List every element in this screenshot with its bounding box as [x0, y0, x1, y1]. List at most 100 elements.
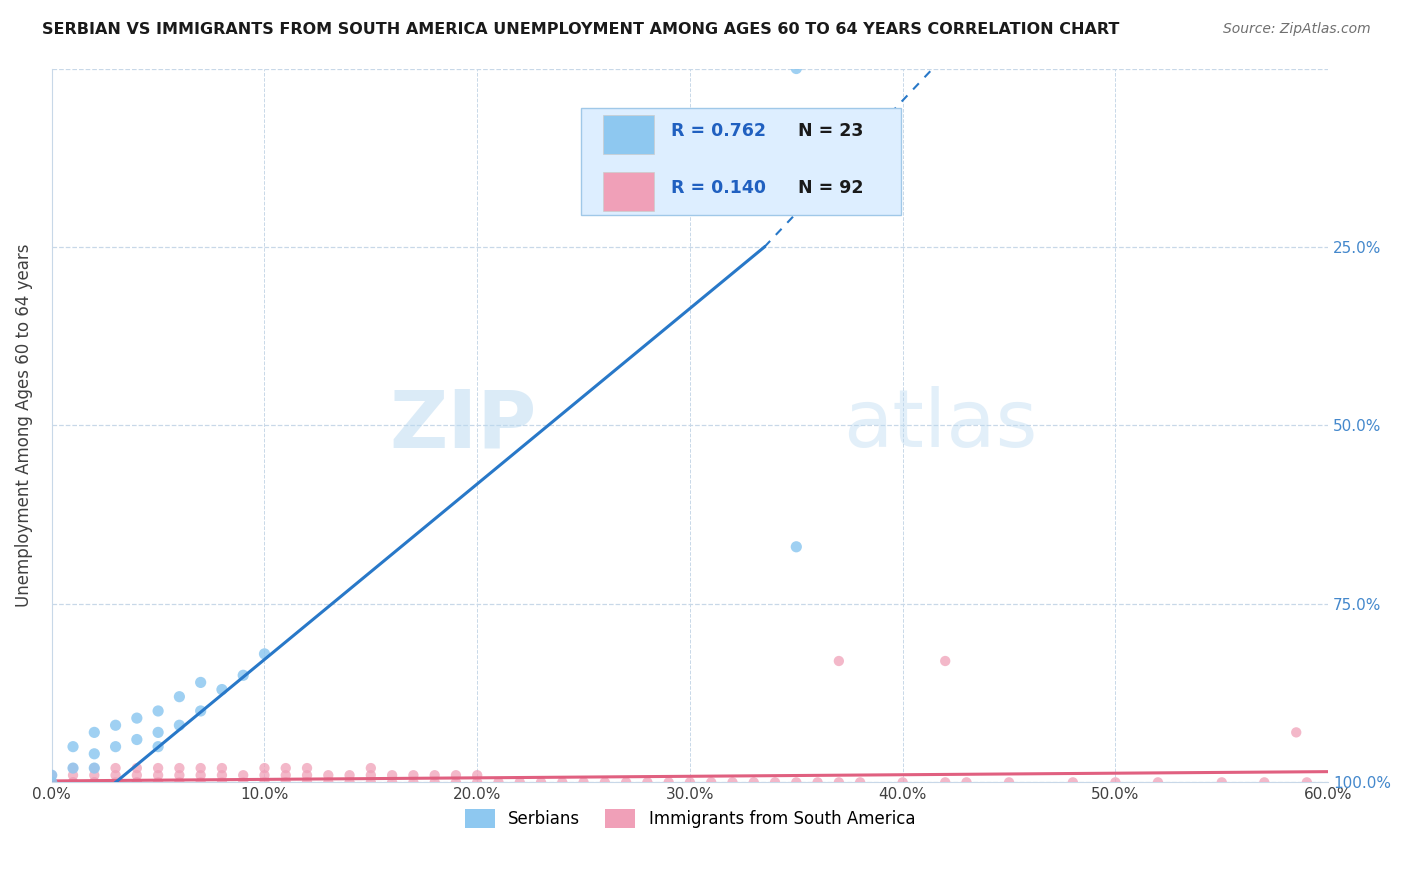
Point	[891, 775, 914, 789]
Text: N = 92: N = 92	[799, 179, 863, 197]
Text: atlas: atlas	[844, 386, 1038, 465]
Point	[190, 768, 212, 782]
Point	[62, 775, 84, 789]
Point	[1062, 775, 1084, 789]
Point	[146, 768, 169, 782]
Point	[190, 704, 212, 718]
Point	[1295, 775, 1317, 789]
Point	[146, 704, 169, 718]
Text: SERBIAN VS IMMIGRANTS FROM SOUTH AMERICA UNEMPLOYMENT AMONG AGES 60 TO 64 YEARS : SERBIAN VS IMMIGRANTS FROM SOUTH AMERICA…	[42, 22, 1119, 37]
Point	[295, 768, 318, 782]
Point	[62, 739, 84, 754]
Text: R = 0.762: R = 0.762	[671, 122, 766, 140]
Point	[232, 668, 254, 682]
Point	[998, 775, 1021, 789]
Y-axis label: Unemployment Among Ages 60 to 64 years: Unemployment Among Ages 60 to 64 years	[15, 244, 32, 607]
Point	[62, 761, 84, 775]
Point	[146, 739, 169, 754]
Point	[339, 768, 361, 782]
Point	[614, 775, 637, 789]
Point	[253, 768, 276, 782]
Point	[125, 775, 148, 789]
Point	[763, 775, 786, 789]
Point	[83, 768, 105, 782]
FancyBboxPatch shape	[603, 172, 654, 211]
Point	[785, 775, 807, 789]
Point	[316, 775, 339, 789]
Point	[83, 747, 105, 761]
Point	[169, 761, 191, 775]
Point	[955, 775, 977, 789]
FancyBboxPatch shape	[582, 108, 901, 215]
Point	[444, 775, 467, 789]
Point	[636, 775, 658, 789]
Point	[104, 775, 127, 789]
Point	[169, 768, 191, 782]
Point	[190, 761, 212, 775]
Point	[1211, 775, 1233, 789]
Point	[551, 775, 574, 789]
Point	[211, 775, 233, 789]
Point	[423, 775, 446, 789]
Point	[104, 739, 127, 754]
Point	[785, 540, 807, 554]
Point	[828, 654, 851, 668]
Point	[721, 775, 744, 789]
Point	[62, 761, 84, 775]
Point	[295, 761, 318, 775]
Point	[402, 768, 425, 782]
Point	[572, 775, 595, 789]
Point	[828, 775, 851, 789]
Point	[125, 775, 148, 789]
Point	[62, 768, 84, 782]
Point	[41, 775, 63, 789]
Point	[125, 761, 148, 775]
Point	[295, 775, 318, 789]
Point	[232, 775, 254, 789]
Point	[41, 768, 63, 782]
Point	[169, 718, 191, 732]
Point	[316, 768, 339, 782]
Point	[104, 761, 127, 775]
Point	[62, 775, 84, 789]
Point	[146, 761, 169, 775]
Text: ZIP: ZIP	[389, 386, 537, 465]
Point	[465, 768, 488, 782]
Point	[1253, 775, 1275, 789]
Point	[339, 775, 361, 789]
Text: Source: ZipAtlas.com: Source: ZipAtlas.com	[1223, 22, 1371, 37]
Legend: Serbians, Immigrants from South America: Serbians, Immigrants from South America	[458, 802, 922, 835]
Point	[190, 675, 212, 690]
Point	[488, 775, 510, 789]
Point	[465, 775, 488, 789]
Point	[41, 768, 63, 782]
Point	[211, 761, 233, 775]
Point	[658, 775, 681, 789]
Text: R = 0.140: R = 0.140	[671, 179, 766, 197]
Point	[679, 775, 702, 789]
Point	[274, 761, 297, 775]
Point	[104, 718, 127, 732]
Point	[253, 761, 276, 775]
Point	[83, 775, 105, 789]
Point	[530, 775, 553, 789]
Point	[274, 775, 297, 789]
Point	[1147, 775, 1170, 789]
Point	[41, 775, 63, 789]
Point	[593, 775, 616, 789]
Point	[253, 775, 276, 789]
Point	[190, 775, 212, 789]
Point	[211, 768, 233, 782]
Point	[934, 775, 956, 789]
Point	[41, 775, 63, 789]
Point	[232, 768, 254, 782]
Text: N = 23: N = 23	[799, 122, 863, 140]
Point	[274, 768, 297, 782]
Point	[700, 775, 723, 789]
Point	[849, 775, 872, 789]
Point	[934, 654, 956, 668]
FancyBboxPatch shape	[603, 115, 654, 154]
Point	[402, 775, 425, 789]
Point	[41, 775, 63, 789]
Point	[360, 775, 382, 789]
